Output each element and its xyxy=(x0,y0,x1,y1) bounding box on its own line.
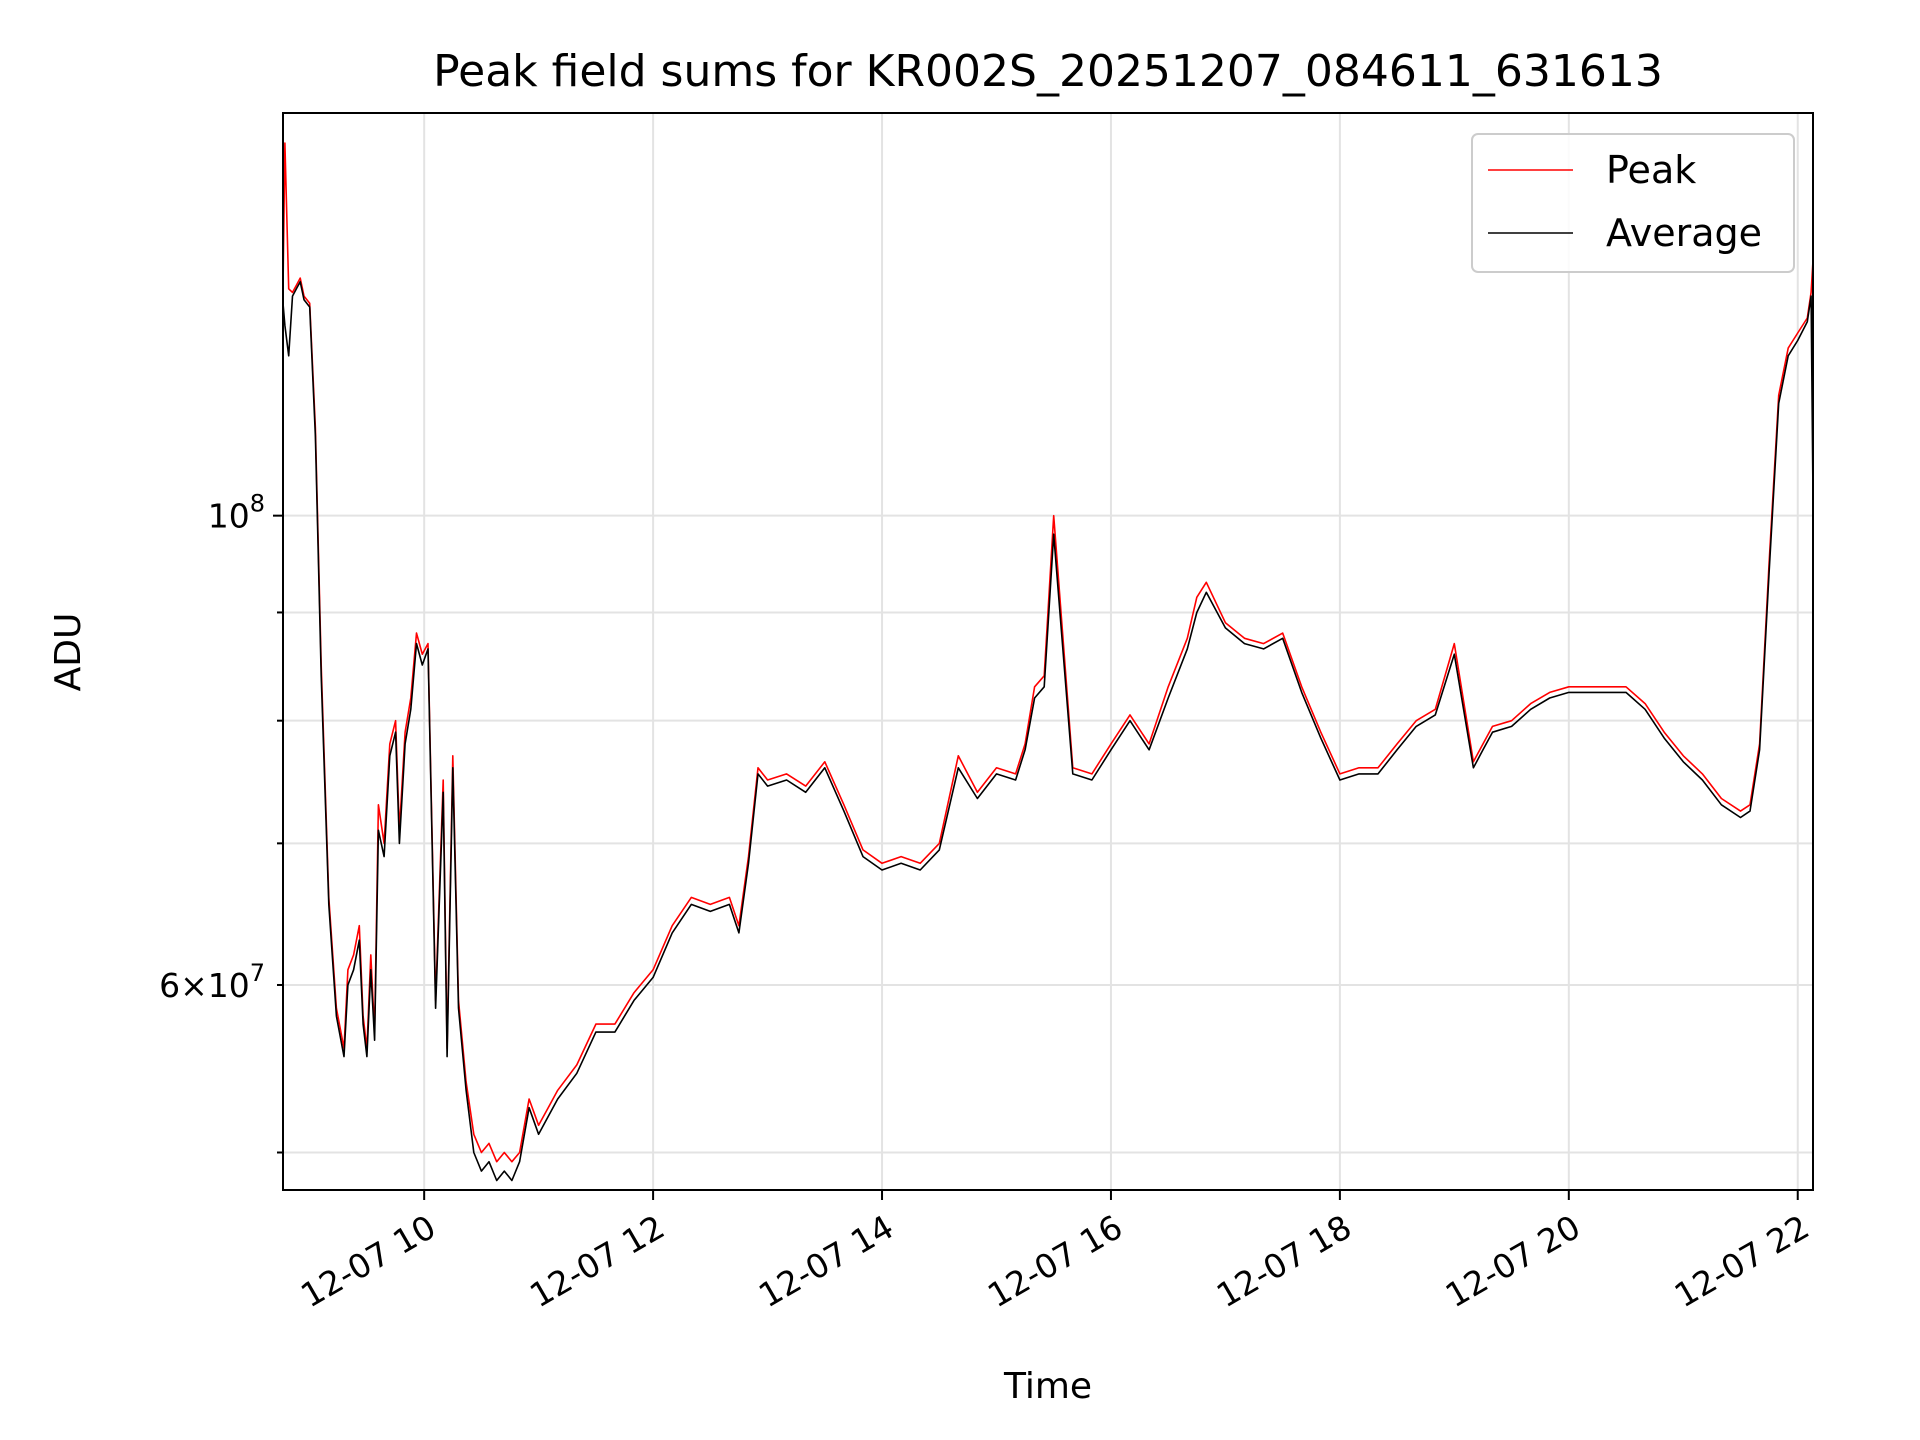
legend-average-label: Average xyxy=(1606,211,1762,255)
grid xyxy=(283,113,1813,1190)
x-axis-label: Time xyxy=(1003,1366,1092,1407)
y-tick-label: 108 xyxy=(208,490,265,536)
series-line-peak xyxy=(283,142,1813,1163)
y-axis-label: ADU xyxy=(48,613,89,692)
legend-peak-label: Peak xyxy=(1606,148,1696,192)
chart-title: Peak field sums for KR002S_20251207_0846… xyxy=(433,46,1663,97)
axes-frame xyxy=(282,112,1814,1191)
plot-area xyxy=(283,142,1813,1182)
y-axis: 108 6×107 xyxy=(159,490,283,1154)
legend: Peak Average xyxy=(1471,133,1795,273)
series-line-average xyxy=(283,280,1813,1182)
y-tick-label: 6×107 xyxy=(159,959,265,1005)
legend-box xyxy=(1471,133,1795,273)
